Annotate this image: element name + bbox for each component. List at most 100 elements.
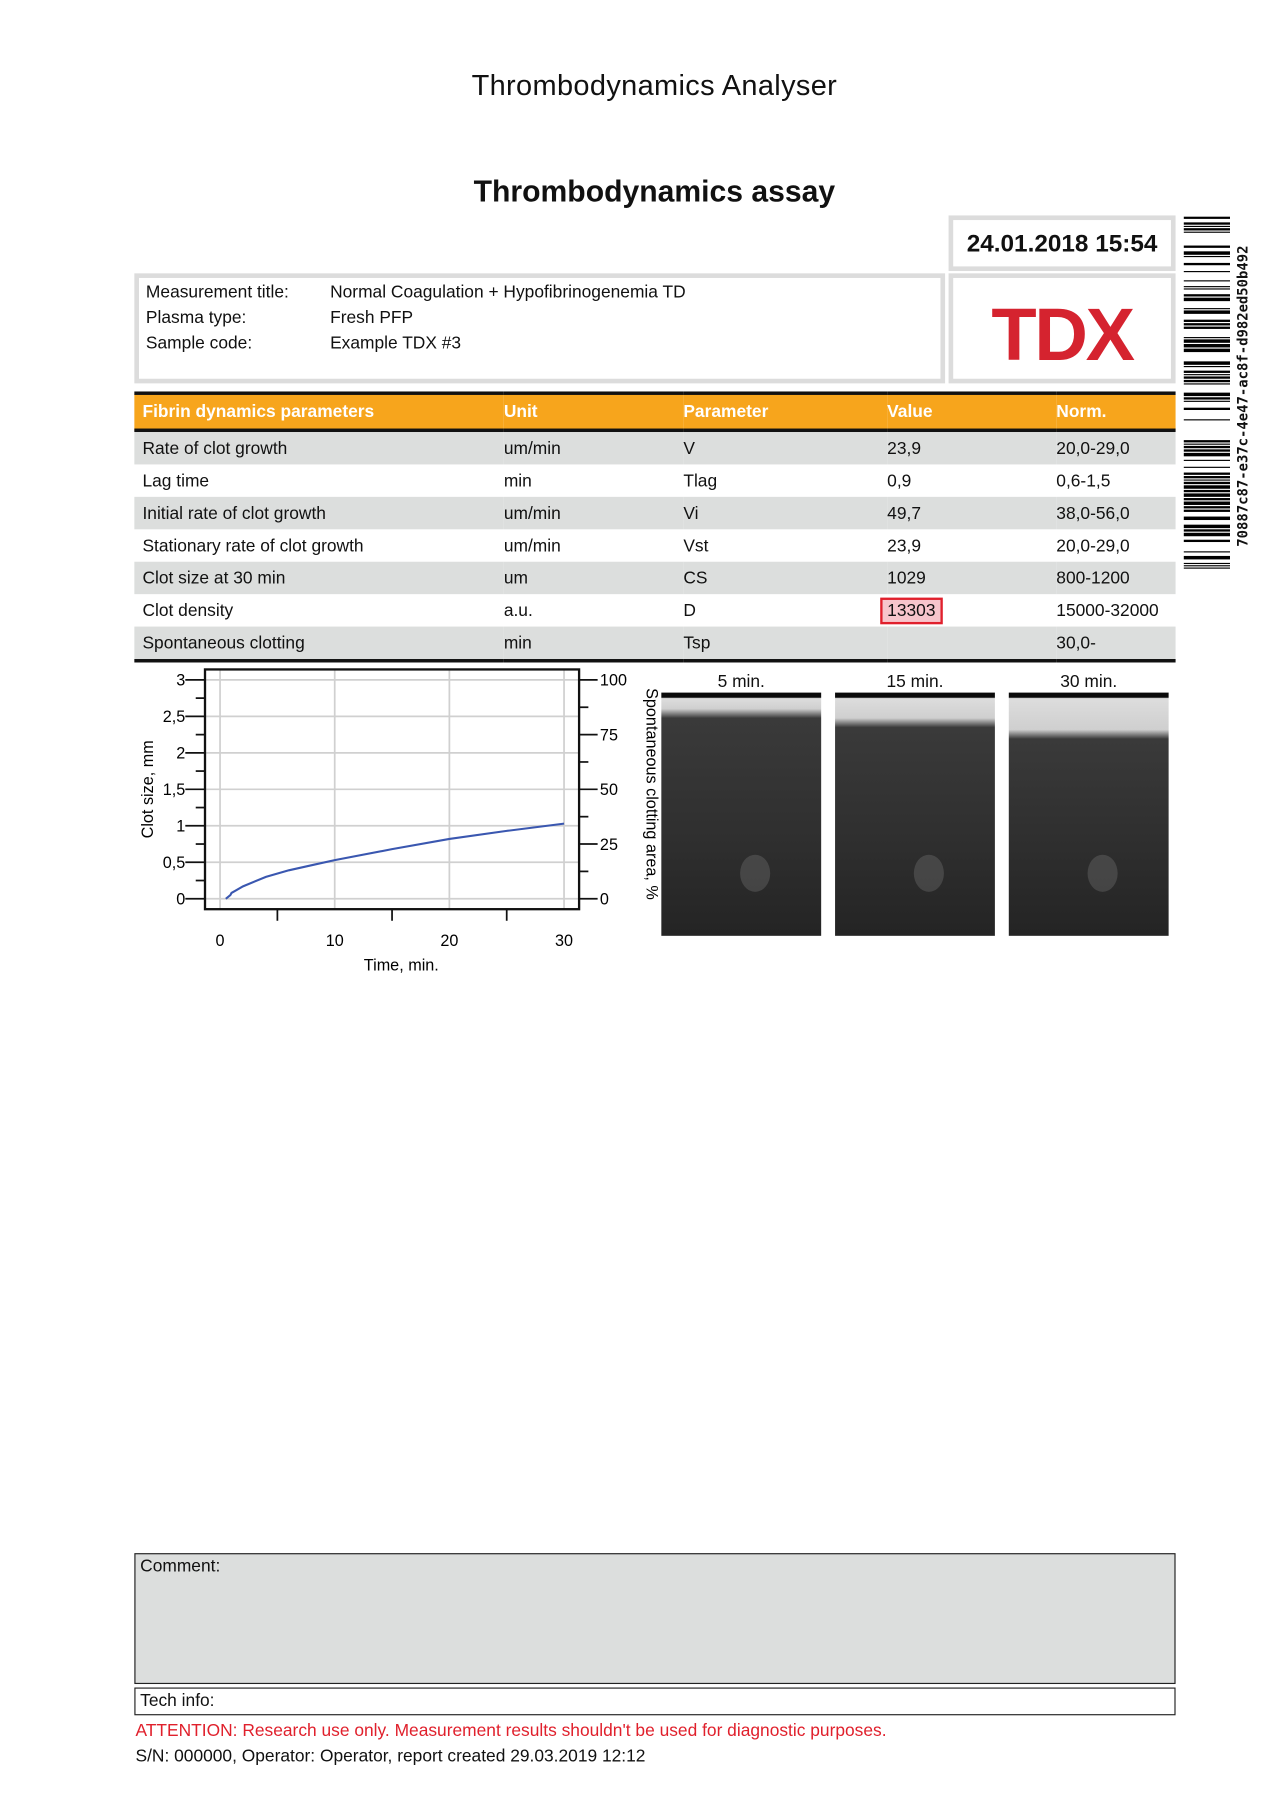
barcode-bar [1183, 562, 1231, 565]
cell-unit: um/min [503, 496, 684, 530]
barcode-bar [1183, 459, 1231, 461]
y-tick-label: 1,5 [163, 781, 186, 799]
barcode-bar [1183, 493, 1231, 497]
table-row: Stationary rate of clot growth um/min Vst 2… [134, 529, 1175, 561]
cell-value: 13303 [880, 594, 1056, 626]
tech-info-box[interactable]: Tech info: [134, 1687, 1176, 1716]
info-value: Example TDX #3 [330, 333, 462, 354]
parameter-text: Tsp [683, 632, 711, 653]
barcode-bar [1183, 565, 1231, 567]
fibrin-parameters-table: Fibrin dynamics parameters Unit Paramete… [134, 391, 1176, 663]
parameter-name-text: Clot density [142, 600, 234, 621]
header-norm: Norm. [1056, 393, 1176, 433]
value-text: 1029 [887, 568, 926, 588]
attention-notice: ATTENTION: Research use only. Measuremen… [135, 1721, 887, 1741]
barcode-bar [1183, 343, 1231, 348]
norm-text: 20,0-29,0 [1056, 438, 1130, 459]
info-label: Sample code: [145, 333, 253, 354]
value-text: 23,9 [887, 535, 922, 556]
barcode-bar [1183, 476, 1231, 479]
y-tick-label: 2 [176, 745, 185, 763]
barcode-bar [1183, 262, 1231, 266]
barcode-bar [1183, 489, 1231, 493]
parameter-text: V [683, 438, 695, 459]
barcode-bar [1183, 443, 1231, 445]
cell-unit: min [504, 464, 684, 496]
y-tick-label: 2,5 [163, 708, 186, 726]
parameter-name-text: Rate of clot growth [142, 438, 288, 459]
clot-image-15min [835, 692, 995, 936]
table-row: Spontaneous clotting min Tsp 30,0- [134, 626, 1176, 661]
cell-parameter-name: Spontaneous clotting [134, 626, 504, 661]
clot-image-5min [661, 692, 822, 936]
cell-parameter: V [683, 430, 888, 465]
out-of-range-value: 13303 [880, 597, 943, 624]
barcode-bar [1183, 228, 1231, 231]
app-title: Thrombodynamics Analyser [471, 69, 838, 102]
barcode-bar [1183, 383, 1231, 385]
info-value: Fresh PFP [330, 308, 414, 328]
barcode-bar [1183, 407, 1231, 411]
barcode-bar [1183, 449, 1231, 452]
barcode-bar [1183, 524, 1231, 529]
unit-text: min [503, 632, 532, 653]
cell-value: 23,9 [887, 529, 1056, 561]
cell-parameter: Vi [683, 496, 888, 530]
y-axis-label: Clot size, mm [139, 740, 157, 838]
cell-parameter-name: Clot density [134, 594, 503, 626]
image-label: 30 min. [1060, 671, 1118, 692]
barcode-bar [1183, 419, 1231, 421]
cell-unit: um/min [504, 529, 684, 561]
y2-tick-label: 25 [600, 836, 618, 854]
barcode-bar [1183, 370, 1231, 373]
image-label: 15 min. [886, 671, 944, 692]
parameter-name-text: Lag time [142, 470, 210, 491]
comment-box[interactable]: Comment: [134, 1553, 1176, 1685]
cell-unit: um/min [503, 430, 684, 465]
barcode-bar [1183, 337, 1231, 339]
clot-image-30min [1008, 692, 1169, 936]
cell-unit: um [503, 561, 684, 595]
barcode-bar [1183, 326, 1231, 329]
cell-norm: 20,0-29,0 [1056, 529, 1175, 561]
norm-text: 15000-32000 [1056, 600, 1159, 621]
barcode-bar [1183, 498, 1231, 501]
cell-value [887, 626, 1057, 661]
barcode-bar [1183, 374, 1231, 376]
barcode-bar [1183, 294, 1231, 297]
barcode-bar [1183, 567, 1231, 569]
cell-parameter-name: Initial rate of clot growth [134, 496, 504, 530]
x-tick-label: 0 [216, 932, 225, 950]
cell-norm: 800-1200 [1056, 561, 1176, 595]
norm-text: 38,0-56,0 [1056, 503, 1130, 523]
header-unit: Unit [503, 393, 684, 433]
header-parameter-name: Fibrin dynamics parameters [134, 393, 504, 433]
measurement-datetime: 24.01.2018 15:54 [948, 215, 1176, 272]
tech-info-label: Tech info: [140, 1690, 215, 1711]
barcode-bar [1183, 310, 1231, 314]
cell-unit: a.u. [504, 594, 684, 626]
unit-text: min [503, 470, 532, 491]
info-label: Plasma type: [145, 308, 247, 328]
value-text: 49,7 [887, 503, 922, 523]
cell-norm: 38,0-56,0 [1056, 496, 1176, 530]
y2-tick-label: 100 [600, 672, 627, 690]
y2-axis-label: Spontaneous clotting area, % [642, 688, 660, 900]
barcode-bar [1183, 379, 1231, 383]
y-tick-label: 1 [176, 818, 185, 836]
barcode-bar [1183, 222, 1231, 225]
barcode-bar [1183, 397, 1231, 400]
info-label: Measurement title: [145, 282, 289, 303]
y-tick-label: 3 [176, 672, 185, 690]
barcode-bar [1183, 231, 1231, 233]
parameter-name-text: Initial rate of clot growth [142, 503, 326, 523]
norm-text: 0,6-1,5 [1056, 470, 1111, 491]
parameter-name-text: Clot size at 30 min [142, 568, 286, 588]
table-row: Initial rate of clot growth um/min Vi 49,7 3… [134, 496, 1176, 530]
barcode-bar [1183, 481, 1231, 485]
barcode-bar [1183, 251, 1231, 255]
x-tick-label: 20 [440, 932, 458, 950]
measurement-info: Measurement title: Normal Coagulation + … [134, 273, 946, 384]
barcode-bar [1183, 485, 1231, 489]
